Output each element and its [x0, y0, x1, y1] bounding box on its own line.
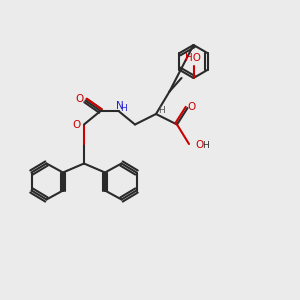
Text: O: O	[75, 94, 84, 104]
Text: H: H	[202, 141, 209, 150]
Text: H: H	[121, 104, 127, 113]
Text: O: O	[195, 140, 203, 151]
Text: N: N	[116, 100, 124, 111]
Text: O: O	[188, 101, 196, 112]
Text: O: O	[72, 119, 81, 130]
Text: H: H	[158, 106, 165, 115]
Text: HO: HO	[185, 53, 202, 64]
